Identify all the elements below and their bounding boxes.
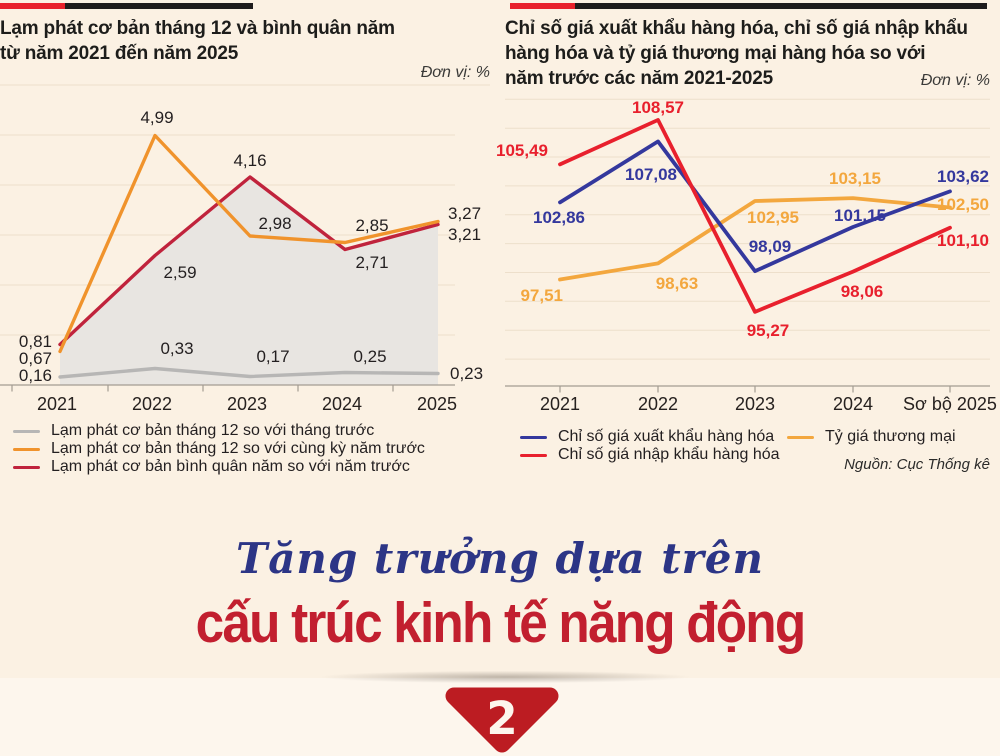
series-line: [58, 366, 440, 379]
data-label: 97,51: [520, 286, 563, 305]
legend-item: Chỉ số giá nhập khẩu hàng hóa: [520, 446, 780, 464]
left-chart-title-line1: Lạm phát cơ bản tháng 12 và bình quân nă…: [0, 18, 395, 39]
series-line: [558, 118, 952, 314]
badge-triangle-icon: [445, 687, 559, 753]
data-label: 102,86: [533, 208, 585, 227]
legend-label: Lạm phát cơ bản bình quân năm so với năm…: [51, 458, 410, 475]
legend-swatch-icon: [520, 453, 547, 457]
right-chart-unit-label: Đơn vị: %: [920, 72, 990, 89]
area-fill: [60, 177, 438, 385]
x-axis-label: 2022: [638, 394, 678, 414]
data-label: 2,85: [355, 216, 388, 235]
badge-number: 2: [486, 692, 517, 745]
section-fold-shadow: [240, 668, 770, 686]
left-line-chart: 2021 2022 2023 2024 2025 0,16 0,33 0,17 0,25 0,23…: [0, 84, 490, 414]
data-label: 0,67: [19, 349, 52, 368]
right-chart-legend-col2: Tỷ giá thương mại: [787, 428, 956, 446]
right-header-bar-red-segment: [510, 3, 575, 9]
left-header-bar-black-segment: [65, 3, 253, 9]
data-label: 0,33: [160, 339, 193, 358]
x-axis-label: 2021: [37, 394, 77, 414]
right-line-chart: 2021 2022 2023 2024 Sơ bộ 2025 102,86 107,08 98…: [496, 98, 997, 414]
legend-label: Chỉ số giá nhập khẩu hàng hóa: [558, 446, 780, 463]
series-line: [558, 139, 952, 274]
legend-swatch-icon: [13, 465, 40, 469]
data-label: 103,62: [937, 167, 989, 186]
legend-swatch-icon: [13, 447, 40, 451]
x-axis-label: 2024: [322, 394, 362, 414]
x-axis-label: Sơ bộ 2025: [903, 394, 997, 414]
right-chart-title-line2: hàng hóa và tỷ giá thương mại hàng hóa s…: [505, 43, 926, 64]
left-chart-legend: Lạm phát cơ bản tháng 12 so với tháng tr…: [13, 422, 425, 476]
series-line: [58, 133, 440, 354]
data-label: 3,21: [448, 225, 481, 244]
legend-label: Lạm phát cơ bản tháng 12 so với tháng tr…: [51, 422, 375, 439]
left-chart-title-line2: từ năm 2021 đến năm 2025: [0, 43, 239, 64]
data-label: 101,15: [834, 206, 886, 225]
data-label: 98,63: [656, 274, 699, 293]
data-label: 101,10: [937, 231, 989, 250]
data-label: 103,15: [829, 169, 881, 188]
data-label: 0,25: [353, 347, 386, 366]
right-chart-legend-col1: Chỉ số giá xuất khẩu hàng hóa Chỉ số giá …: [520, 428, 780, 464]
x-axis-label: 2025: [417, 394, 457, 414]
x-axis-label: 2024: [833, 394, 873, 414]
series-line: [58, 175, 440, 347]
series-line: [558, 196, 952, 282]
right-chart-title: Chỉ số giá xuất khẩu hàng hóa, chỉ số gi…: [505, 16, 995, 91]
data-label: 0,16: [19, 366, 52, 385]
data-label: 2,59: [163, 263, 196, 282]
x-axis-label: 2023: [227, 394, 267, 414]
data-label: 4,16: [233, 151, 266, 170]
x-axis-label: 2021: [540, 394, 580, 414]
left-chart-unit-label: Đơn vị: %: [420, 64, 490, 81]
data-label: 0,81: [19, 332, 52, 351]
legend-item: Lạm phát cơ bản tháng 12 so với cùng kỳ …: [13, 440, 425, 458]
legend-item: Lạm phát cơ bản tháng 12 so với tháng tr…: [13, 422, 425, 440]
right-header-bar: [510, 3, 987, 9]
data-label: 98,09: [749, 237, 792, 256]
data-label: 2,98: [258, 214, 291, 233]
right-chart-title-line1: Chỉ số giá xuất khẩu hàng hóa, chỉ số gi…: [505, 18, 968, 39]
legend-label: Tỷ giá thương mại: [825, 428, 956, 445]
source-note: Nguồn: Cục Thống kê: [844, 456, 990, 473]
data-label: 98,06: [841, 282, 884, 301]
legend-item: Lạm phát cơ bản bình quân năm so với năm…: [13, 458, 425, 476]
legend-item: Tỷ giá thương mại: [787, 428, 956, 446]
charts-canvas: 2021 2022 2023 2024 2025 0,16 0,33 0,17 0,25 0,23…: [0, 84, 997, 414]
section-number-badge: 2: [445, 687, 559, 753]
data-label: 0,17: [256, 347, 289, 366]
left-header-bar-red-segment: [0, 3, 65, 9]
x-axis-label: 2022: [132, 394, 172, 414]
banner-headline-line2: cấu trúc kinh tế năng động: [195, 591, 807, 655]
data-label: 4,99: [140, 108, 173, 127]
right-chart-title-line3: năm trước các năm 2021-2025: [505, 68, 773, 89]
legend-label: Lạm phát cơ bản tháng 12 so với cùng kỳ …: [51, 440, 425, 457]
legend-swatch-icon: [520, 435, 547, 439]
left-chart-title: Lạm phát cơ bản tháng 12 và bình quân nă…: [0, 16, 470, 66]
data-label: 0,23: [450, 364, 483, 383]
left-header-bar: [0, 3, 253, 9]
legend-swatch-icon: [787, 435, 814, 439]
data-label: 2,71: [355, 253, 388, 272]
data-label: 102,95: [747, 208, 799, 227]
data-label: 105,49: [496, 141, 548, 160]
data-label: 95,27: [747, 321, 790, 340]
data-label: 102,50: [937, 195, 989, 214]
data-label: 107,08: [625, 165, 677, 184]
legend-label: Chỉ số giá xuất khẩu hàng hóa: [558, 428, 775, 445]
legend-swatch-icon: [13, 429, 40, 433]
legend-item: Chỉ số giá xuất khẩu hàng hóa: [520, 428, 780, 446]
data-label: 3,27: [448, 204, 481, 223]
banner-headline-line1: Tăng trưởng dựa trên: [235, 534, 765, 583]
right-header-bar-black-segment: [575, 3, 987, 9]
x-axis-label: 2023: [735, 394, 775, 414]
data-label: 108,57: [632, 98, 684, 117]
